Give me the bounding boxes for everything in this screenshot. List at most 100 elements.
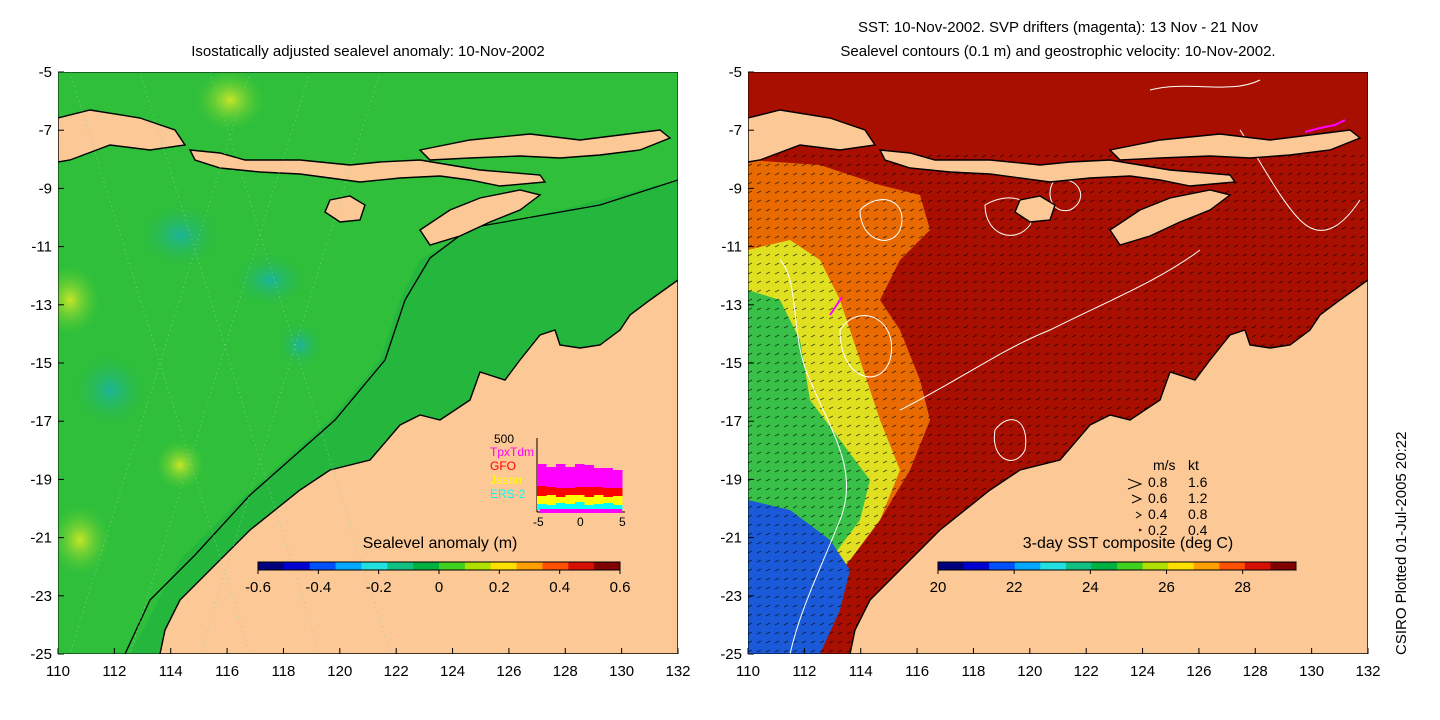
velocity-arrow-icon xyxy=(1127,478,1143,490)
colorbar-tick-label: -0.4 xyxy=(305,579,331,596)
y-tick-label: -15 xyxy=(720,355,742,372)
sampling-inset: 500 TpxTdm GFO Jason ERS-2 -5 0 5 xyxy=(490,432,626,529)
java-island xyxy=(58,109,187,163)
colorbar-swatch xyxy=(439,562,466,570)
y-tick-label: -9 xyxy=(729,180,742,197)
shelf-break-contour xyxy=(124,179,678,654)
x-tick-label: 126 xyxy=(1186,663,1211,680)
inset-bar-segment xyxy=(556,488,566,497)
velocity-legend-kt: 0.8 xyxy=(1188,506,1208,522)
colorbar-swatch xyxy=(1219,562,1246,570)
inset-bar-segment xyxy=(603,497,613,503)
svp-drifter-tracks xyxy=(829,119,1346,316)
x-tick-label: 112 xyxy=(102,663,126,680)
inset-bar-segment xyxy=(556,464,566,488)
y-tick-label: -5 xyxy=(729,64,742,81)
inset-bar-segment xyxy=(565,504,575,510)
colorbar-swatch xyxy=(989,562,1016,570)
colorbar-tick-label: 0.2 xyxy=(489,579,510,596)
x-tick-label: 122 xyxy=(1074,663,1099,680)
x-tick-label: 116 xyxy=(905,663,929,680)
x-tick-label: 112 xyxy=(792,663,816,680)
colorbar-swatch xyxy=(283,562,311,570)
bali-lombok-islands xyxy=(188,149,547,187)
colorbar-swatch xyxy=(361,562,388,570)
colorbar-swatch xyxy=(542,562,569,570)
left-colorbar-label: Sealevel anomaly (m) xyxy=(363,535,518,552)
inset-series-gfo: GFO xyxy=(490,459,516,473)
velocity-legend: m/s kt 0.8 1.6 0.6 1.2 0.4 0.8 0.2 0.4 xyxy=(1127,457,1208,538)
x-tick-label: 130 xyxy=(1299,663,1324,680)
y-tick-label: -7 xyxy=(729,122,742,139)
velocity-legend-row: 0.8 1.6 xyxy=(1127,474,1208,490)
colorbar-swatch xyxy=(1117,562,1144,570)
velocity-arrow-icon xyxy=(1138,528,1143,532)
y-tick-label: -11 xyxy=(31,239,52,256)
left-axes: 110 112 114 116 118 120 122 124 126 128 130 132 -5 -7… xyxy=(30,64,690,680)
x-tick-label: 114 xyxy=(849,663,873,680)
left-colorbar: Sealevel anomaly (m) -0.6 -0.4 -0.2 0 0.2 0.4… xyxy=(245,535,630,596)
inset-series-jason: Jason xyxy=(490,473,522,487)
inset-bar-segment xyxy=(546,467,556,487)
y-tick-label: -25 xyxy=(720,646,742,663)
left-colorbar-gradient xyxy=(257,561,621,571)
colorbar-tick-label: 0.4 xyxy=(549,579,570,596)
inset-series-ers2: ERS-2 xyxy=(490,487,526,501)
inset-bar-segment xyxy=(546,495,556,505)
inset-bar-segment xyxy=(575,487,585,495)
inset-bar-segment xyxy=(594,487,604,495)
inset-bar-segment xyxy=(603,488,613,497)
australia-mainland-right xyxy=(849,279,1368,654)
inset-bar-segment xyxy=(613,505,623,510)
inset-bar-segment xyxy=(603,468,613,488)
inset-bar-segment xyxy=(603,503,613,510)
velocity-legend-ms: 0.8 xyxy=(1148,474,1168,490)
colorbar-swatch xyxy=(309,562,337,570)
x-tick-label: 130 xyxy=(609,663,634,680)
inset-series-tpxtdm: TpxTdm xyxy=(490,445,534,459)
inset-bar-segment xyxy=(584,505,594,510)
x-tick-label: 114 xyxy=(159,663,183,680)
colorbar-swatch xyxy=(1065,562,1092,570)
inset-bar-segment xyxy=(537,486,547,496)
inset-bar-segment xyxy=(537,504,547,510)
colorbar-swatch xyxy=(258,562,285,570)
anomaly-low-2 xyxy=(230,250,310,310)
colorbar-swatch xyxy=(1270,562,1297,570)
inset-tick-0: 0 xyxy=(577,515,584,529)
inset-bar-segment xyxy=(613,496,623,505)
inset-bar-segment xyxy=(556,497,566,503)
land xyxy=(58,109,678,654)
colorbar-swatch xyxy=(938,562,965,570)
australia-mainland xyxy=(159,279,678,654)
y-tick-label: -13 xyxy=(30,297,52,314)
x-tick-label: 110 xyxy=(736,663,760,680)
y-tick-label: -21 xyxy=(30,530,52,547)
velocity-legend-header-ms: m/s xyxy=(1153,457,1176,473)
inset-bar-segment xyxy=(546,505,556,510)
inset-bar-segment xyxy=(575,464,585,487)
x-tick-label: 128 xyxy=(1243,663,1268,680)
inset-bar-segment xyxy=(556,503,566,510)
inset-bar-segment xyxy=(584,497,594,505)
colorbar-swatch xyxy=(1014,562,1041,570)
right-colorbar-gradient xyxy=(937,561,1297,571)
x-tick-label: 120 xyxy=(327,663,352,680)
colorbar-swatch xyxy=(413,562,440,570)
velocity-legend-row: 0.4 0.8 xyxy=(1135,506,1208,522)
inset-bar-segment xyxy=(537,464,547,486)
colorbar-frame xyxy=(937,561,1297,571)
colorbar-tick-label: 22 xyxy=(1006,579,1023,596)
inset-bar-segment xyxy=(575,502,585,510)
colorbar-swatch xyxy=(1040,562,1067,570)
x-tick-label: 116 xyxy=(215,663,239,680)
anomaly-high-3 xyxy=(155,440,205,490)
colorbar-swatch xyxy=(568,562,595,570)
y-tick-label: -17 xyxy=(720,413,742,430)
flores-island-right xyxy=(1108,129,1362,161)
x-tick-label: 128 xyxy=(553,663,578,680)
inset-bar-segment xyxy=(594,504,604,510)
left-colorbar-ticks: -0.6 -0.4 -0.2 0 0.2 0.4 0.6 xyxy=(245,570,630,596)
y-tick-label: -19 xyxy=(30,471,52,488)
